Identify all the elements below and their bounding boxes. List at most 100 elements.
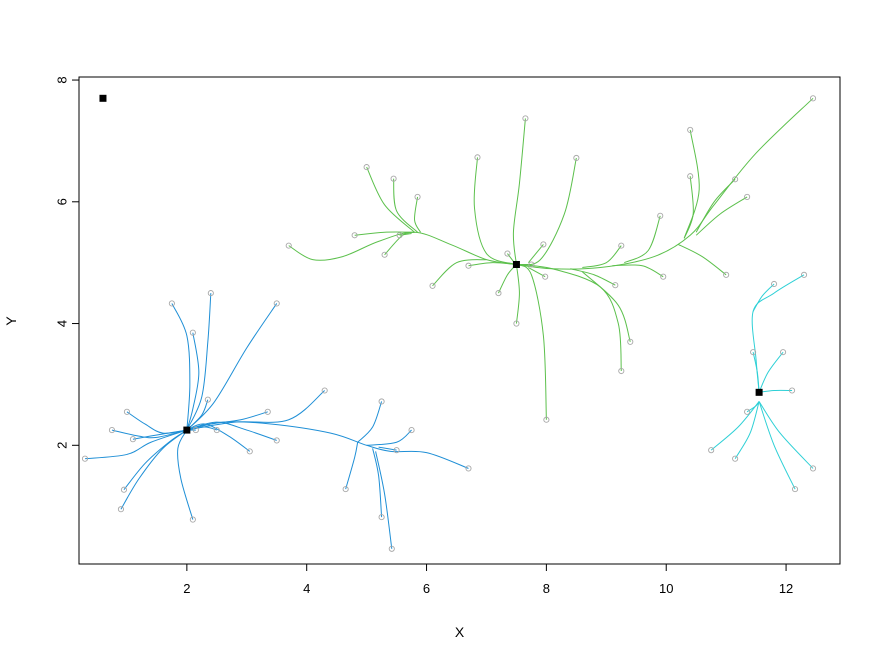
branch-line-1-24: [372, 448, 383, 518]
branch-line-2-13: [468, 262, 517, 267]
branch-line-2-14: [498, 264, 517, 294]
branch-line-3-7: [710, 401, 760, 451]
branch-line-2-29: [695, 178, 736, 233]
branch-line-1-12: [186, 399, 209, 431]
data-point-2-14: [495, 290, 502, 297]
branch-line-1-3: [126, 411, 187, 434]
data-point-2-31: [723, 271, 730, 278]
data-point-2-3: [363, 164, 370, 171]
data-point-1-11: [273, 300, 280, 307]
plot-frame: [78, 76, 841, 565]
branch-line-2-7: [399, 232, 412, 236]
branch-line-2-10: [512, 118, 526, 265]
branch-line-1-23: [345, 442, 359, 490]
data-point-2-15: [513, 320, 520, 327]
data-point-3-9: [792, 486, 799, 493]
data-point-1-25: [388, 545, 395, 552]
data-point-2-29: [732, 176, 739, 183]
center-layer: [99, 94, 763, 434]
branch-line-2-22: [570, 268, 616, 286]
branch-line-2-27: [683, 129, 700, 239]
data-point-1-10: [207, 290, 214, 297]
data-point-2-5: [414, 193, 421, 200]
branch-line-2-15: [515, 264, 520, 324]
data-point-1-16: [273, 437, 280, 444]
branch-line-2-11: [516, 157, 577, 266]
branch-line-1-5: [120, 429, 188, 510]
branch-line-3-5: [759, 389, 793, 393]
center-marker-2: [183, 426, 191, 434]
branch-line-1-16: [186, 421, 277, 441]
branch-line-3-9: [758, 401, 796, 490]
branch-line-1-7: [177, 429, 194, 520]
data-point-1-5: [117, 506, 124, 513]
branch-line-2-30: [695, 196, 748, 236]
data-point-2-22: [612, 282, 619, 289]
branch-line-2-8: [432, 259, 487, 287]
branch-layer: [84, 97, 814, 549]
data-point-1-14: [213, 427, 220, 434]
x-tick-label-4: 4: [303, 581, 310, 596]
branch-line-1-18: [186, 390, 325, 431]
branch-line-2-6: [384, 231, 415, 256]
x-axis: 2 4 6 8 10 12: [183, 563, 793, 596]
data-point-1-18: [321, 387, 328, 394]
x-tick-label-10: 10: [659, 581, 673, 596]
branch-line-1-6: [123, 429, 188, 491]
data-point-3-7: [708, 447, 715, 454]
center-marker-4: [755, 388, 763, 396]
branch-line-3-1: [751, 274, 805, 393]
branch-line-1-8: [171, 303, 191, 431]
branch-line-3-4: [758, 351, 784, 393]
branch-line-2-16: [516, 264, 547, 420]
data-point-3-1: [800, 271, 808, 278]
branch-line-2-24: [612, 264, 664, 278]
data-point-3-4: [780, 349, 787, 356]
data-point-1-6: [120, 486, 127, 493]
data-point-2-16: [543, 416, 550, 423]
data-point-2-7: [396, 232, 403, 239]
branch-line-1-1: [84, 429, 188, 460]
branch-line-1-11: [186, 303, 278, 431]
data-point-2-24: [660, 273, 667, 280]
data-point-2-8: [429, 282, 436, 289]
data-point-1-4: [129, 436, 136, 443]
branch-line-3-2: [752, 283, 775, 312]
data-point-2-19: [528, 261, 535, 268]
center-marker-1: [99, 94, 107, 102]
data-point-1-2: [108, 427, 116, 434]
branch-line-1-19: [186, 421, 469, 469]
data-point-2-27: [687, 126, 694, 134]
data-point-1-17: [264, 408, 271, 415]
branch-line-2-3: [366, 166, 415, 233]
data-point-3-3: [750, 349, 757, 356]
data-point-1-13: [192, 427, 199, 434]
data-point-2-6: [381, 251, 388, 258]
y-axis: 2 4 6 8: [55, 76, 80, 449]
y-tick-label-8: 8: [55, 76, 70, 83]
data-point-2-13: [465, 262, 472, 269]
branch-line-3-8: [734, 401, 760, 459]
data-point-1-22: [393, 447, 400, 454]
branch-line-2-25: [624, 215, 661, 264]
x-tick-label-2: 2: [183, 581, 190, 596]
x-axis-title: X: [455, 624, 465, 640]
data-point-1-23: [342, 486, 349, 493]
x-tick-label-6: 6: [423, 581, 430, 596]
data-point-1-19: [465, 465, 472, 472]
branch-line-2-5: [414, 196, 421, 233]
data-point-2-30: [744, 193, 751, 200]
y-axis-title: Y: [3, 316, 19, 326]
data-point-1-21: [378, 398, 385, 405]
data-point-1-1: [81, 455, 89, 462]
data-point-3-2: [771, 280, 778, 288]
data-point-2-4: [390, 175, 397, 182]
branch-line-2-21: [581, 271, 631, 342]
data-point-2-11: [573, 154, 580, 162]
branch-line-2-17: [528, 267, 546, 278]
data-point-2-28: [687, 173, 694, 180]
data-point-3-8: [732, 455, 739, 462]
data-point-2-17: [542, 273, 549, 280]
branch-line-1-15: [186, 423, 251, 452]
